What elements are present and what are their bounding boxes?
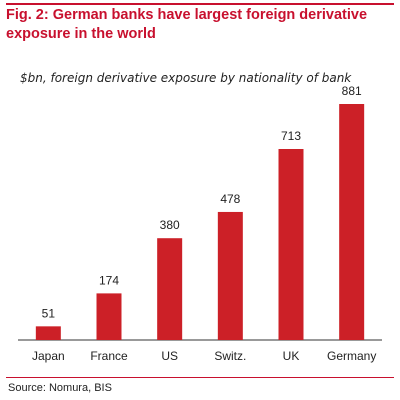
- bar-us: [157, 238, 183, 340]
- bar-france: [96, 293, 122, 340]
- bar-chart: $bn, foreign derivative exposure by nati…: [18, 71, 382, 363]
- bar-switz: [217, 211, 243, 340]
- chart-area: $bn, foreign derivative exposure by nati…: [0, 52, 400, 372]
- bar-uk: [278, 149, 304, 340]
- bar-germany: [339, 104, 365, 340]
- category-tick-label: Japan: [32, 349, 65, 363]
- category-tick-label: UK: [283, 349, 300, 363]
- value-label: 478: [220, 192, 240, 206]
- figure-title: Fig. 2: German banks have largest foreig…: [6, 7, 368, 42]
- value-labels-group: 51 174 380 478 713 881: [42, 84, 362, 320]
- bar-japan: [35, 326, 61, 340]
- value-label: 51: [42, 306, 56, 320]
- category-tick-label: France: [90, 349, 128, 363]
- category-ticks-group: Japan France US Switz. UK Germany: [32, 349, 376, 363]
- category-tick-label: US: [161, 349, 178, 363]
- value-label: 713: [281, 129, 301, 143]
- value-label: 881: [342, 84, 362, 98]
- value-label: 174: [99, 273, 119, 287]
- title-rule: [6, 3, 394, 5]
- source-rule: [6, 377, 394, 378]
- chart-subtitle: $bn, foreign derivative exposure by nati…: [20, 71, 352, 85]
- bars-group: [35, 104, 365, 340]
- source-note: Source: Nomura, BIS: [8, 382, 112, 394]
- value-label: 380: [160, 218, 180, 232]
- category-tick-label: Switz.: [214, 349, 246, 363]
- category-tick-label: Germany: [327, 349, 376, 363]
